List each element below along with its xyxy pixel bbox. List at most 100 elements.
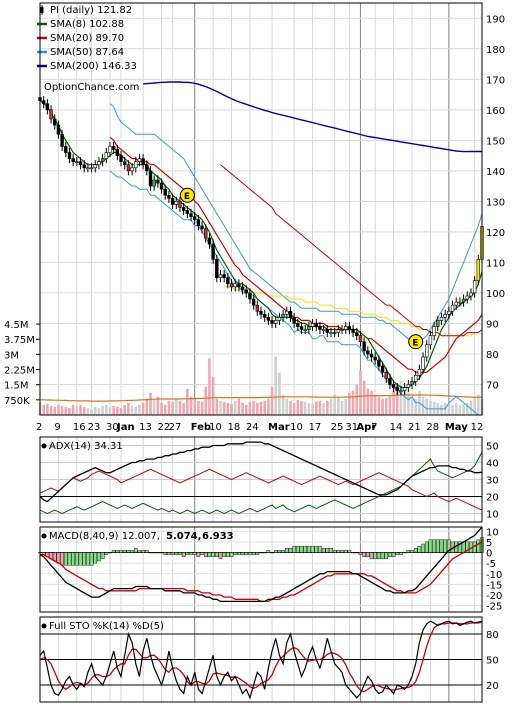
candle-body — [310, 323, 315, 327]
sto-label: Full STO %K(14) %D(5) — [49, 621, 164, 632]
macd-histogram-bar — [377, 552, 381, 560]
price-tick-label: 70 — [486, 380, 499, 391]
macd-histogram-bar — [351, 552, 355, 554]
volume-bar — [311, 403, 314, 415]
macd-histogram-bar — [181, 552, 186, 557]
candle-body — [351, 329, 355, 333]
volume-bar — [473, 396, 476, 415]
legend-entry: SMA(8) 102.88 — [50, 19, 124, 30]
volume-bar — [248, 401, 252, 415]
volume-bar — [403, 388, 406, 415]
candle-body — [255, 304, 260, 312]
macd-histogram-bar — [428, 539, 433, 553]
macd-histogram-bar — [461, 541, 466, 553]
volume-bar — [101, 405, 104, 415]
candle-body — [410, 381, 414, 385]
macd-histogram-bar — [443, 539, 447, 553]
candle-body — [377, 359, 381, 367]
candle-body — [148, 170, 153, 187]
candle-body — [388, 378, 392, 385]
macd-histogram-bar — [296, 545, 300, 553]
macd-histogram-bar — [200, 552, 204, 555]
volume-tick-label: 2.25M — [4, 366, 35, 377]
candle-body — [259, 310, 263, 315]
x-tick-label: 18 — [228, 422, 241, 433]
adx-tick-label: 20 — [486, 493, 499, 504]
candle-body — [156, 179, 160, 184]
macd-histogram-bar — [170, 552, 175, 555]
macd-legend-dot-icon — [41, 533, 47, 539]
macd-histogram-bar — [211, 552, 215, 557]
volume-bar — [215, 398, 219, 415]
sma50-line — [220, 164, 483, 337]
volume-bar — [149, 392, 152, 415]
volume-bar — [454, 402, 458, 415]
sto-d-line — [39, 621, 483, 693]
volume-bar — [314, 401, 318, 415]
sto-panel: 80 50 20 Full STO %K(14) %D(5) — [39, 616, 499, 703]
sto-k-line — [39, 620, 483, 700]
volume-bar — [333, 394, 336, 415]
candle-body — [421, 356, 425, 370]
legend-entry: SMA(50) 87.64 — [50, 47, 124, 58]
macd-histogram-bar — [218, 552, 223, 560]
x-tick-label: 13 — [139, 422, 152, 433]
candle-body — [355, 332, 359, 336]
macd-tick-label: -25 — [486, 602, 502, 613]
macd-histogram-bar — [156, 552, 160, 554]
candle-body — [152, 179, 156, 187]
volume-bar — [370, 390, 373, 415]
price-tick-label: 150 — [486, 136, 505, 147]
candle-body — [425, 344, 429, 358]
macd-histogram-bar — [111, 550, 116, 553]
candle-body — [248, 292, 252, 300]
candle-body — [211, 243, 215, 260]
volume-tick-label: 3M — [4, 350, 19, 361]
sto-tick-label: 50 — [486, 656, 499, 667]
volume-bar — [226, 402, 230, 415]
macd-histogram-bar — [413, 548, 418, 553]
volume-bar — [318, 400, 322, 415]
earnings-marker-label: E — [184, 192, 190, 202]
macd-histogram-bar — [222, 552, 226, 557]
volume-bar — [359, 370, 362, 415]
volume-bar — [263, 400, 266, 415]
candle-body — [226, 277, 230, 285]
macd-histogram-bar — [358, 552, 363, 555]
macd-histogram-bar — [71, 552, 75, 566]
macd-histogram-bar — [307, 545, 311, 553]
x-tick-label: Apr — [356, 422, 376, 433]
candle-body — [204, 228, 208, 239]
candle-body — [307, 326, 311, 330]
macd-histogram-bar — [288, 548, 293, 553]
volume-bar — [171, 401, 174, 415]
legend-entry: SMA(20) 89.70 — [50, 33, 124, 44]
candle-body — [436, 320, 440, 327]
candle-body — [93, 164, 97, 169]
volume-bar — [241, 402, 244, 415]
volume-bar — [82, 406, 86, 415]
volume-bar — [465, 402, 469, 415]
candle-body — [115, 149, 120, 156]
macd-histogram-bar — [281, 550, 285, 553]
macd-histogram-bar — [86, 552, 90, 566]
candle-body — [439, 317, 444, 321]
macd-histogram-bar — [366, 552, 370, 557]
price-panel: 190 180 170 160 150 140 130 120 110 100 90 80 70 4.5M… — [4, 2, 505, 416]
volume-bar — [163, 404, 167, 415]
macd-histogram-bar — [203, 552, 208, 557]
volume-bar — [451, 404, 454, 415]
macd-histogram-bar — [336, 550, 341, 553]
volume-bar — [71, 404, 75, 415]
volume-bar — [90, 408, 93, 415]
macd-histogram-bar — [207, 552, 212, 557]
macd-histogram-bar — [439, 539, 444, 553]
price-tick-label: 120 — [486, 228, 505, 239]
sto-tick-label: 80 — [486, 630, 499, 641]
macd-histogram-bar — [391, 552, 396, 557]
adx-frame — [39, 436, 483, 523]
earnings-marker-icon — [179, 187, 195, 203]
macd-histogram-bar — [141, 550, 145, 553]
price-tick-label: 80 — [486, 350, 499, 361]
candle-body — [130, 167, 134, 172]
